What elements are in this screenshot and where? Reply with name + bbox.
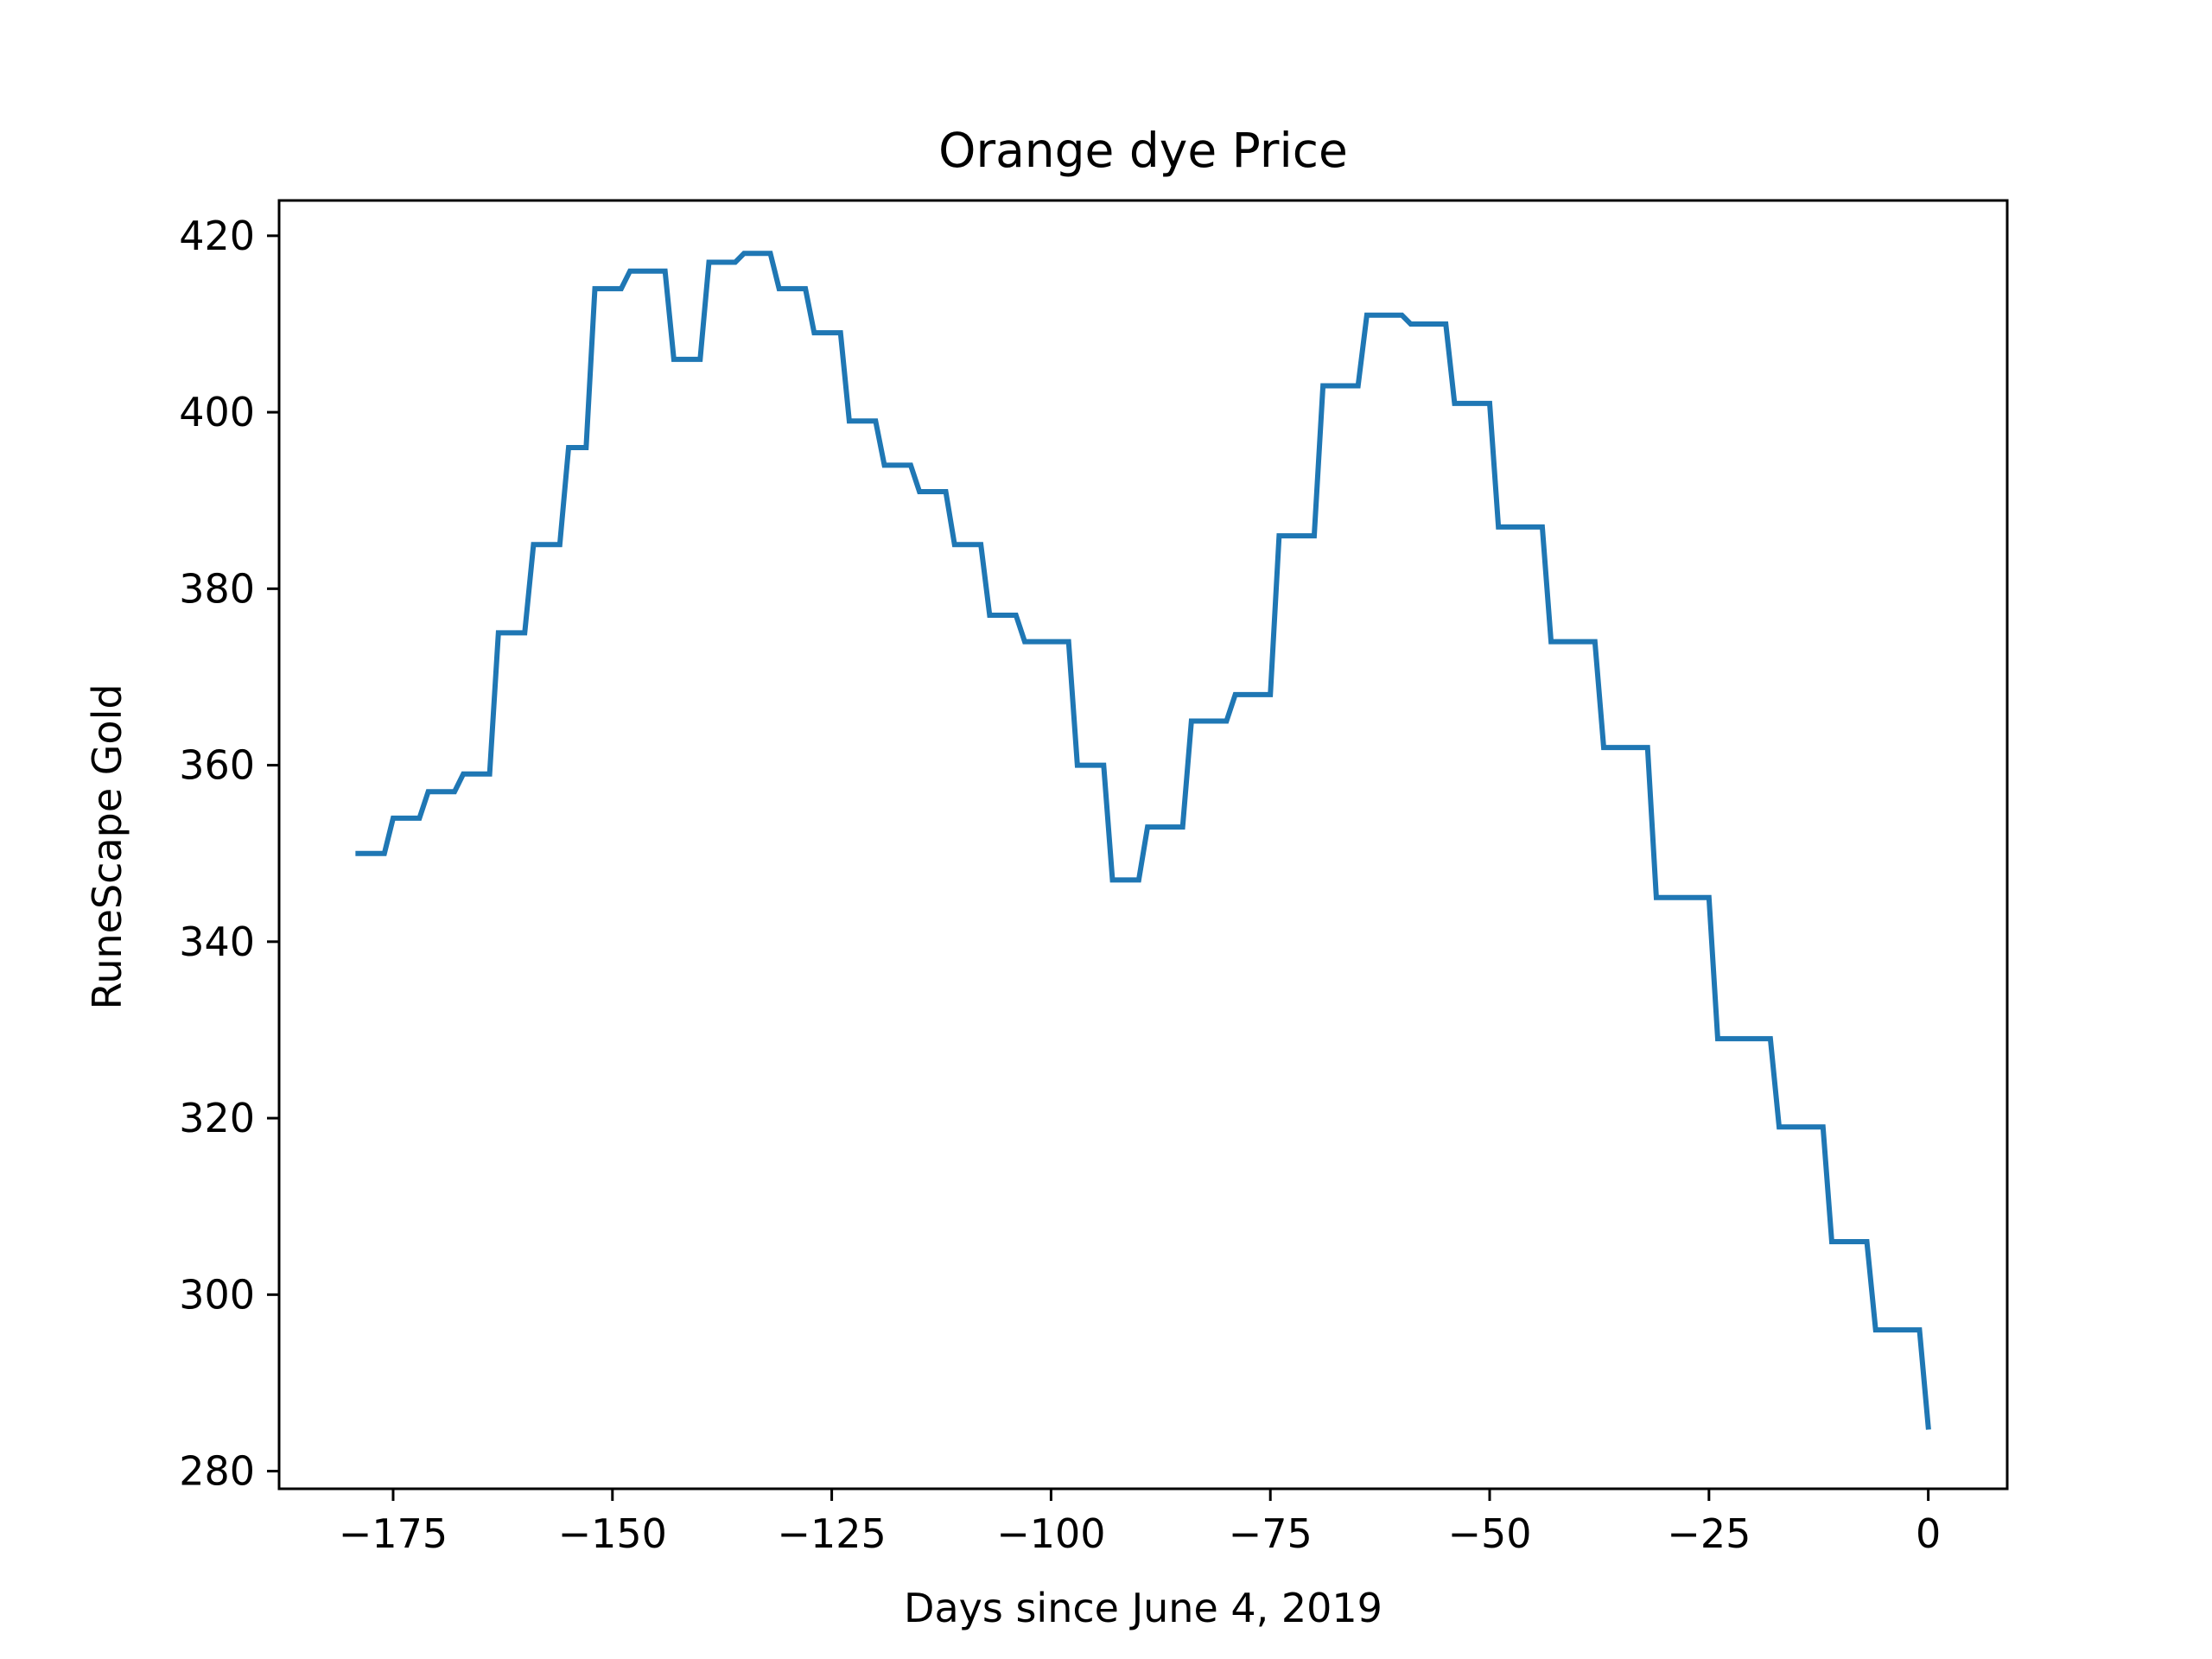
x-tick-label: −100	[996, 1510, 1105, 1557]
y-tick-label: 400	[179, 389, 255, 435]
y-tick-label: 300	[179, 1271, 255, 1318]
plot-area: −175 −150 −125 −100 −75 −50 −25 0 280 300 320 340 36…	[179, 199, 2009, 1557]
x-tick-label: −150	[558, 1510, 667, 1557]
y-tick-label: 320	[179, 1095, 255, 1141]
y-tick-label: 280	[179, 1448, 255, 1495]
x-tick-label: −25	[1667, 1510, 1751, 1557]
x-tick-label: 0	[1916, 1510, 1941, 1557]
x-tick-label: −175	[339, 1510, 448, 1557]
series-line	[355, 251, 1931, 1430]
y-tick-label: 380	[179, 565, 255, 612]
y-axis-label: RuneScape Gold	[84, 683, 130, 1009]
y-tick-label: 360	[179, 742, 255, 789]
x-tick-label: −50	[1447, 1510, 1531, 1557]
x-tick-label: −75	[1229, 1510, 1313, 1557]
axes-frame	[277, 199, 2009, 1491]
y-tick-label: 420	[179, 213, 255, 259]
y-tick-label: 340	[179, 918, 255, 965]
x-axis-label: Days since June 4, 2019	[904, 1585, 1382, 1631]
chart-title: Orange dye Price	[938, 123, 1348, 178]
x-tick-label: −125	[777, 1510, 886, 1557]
